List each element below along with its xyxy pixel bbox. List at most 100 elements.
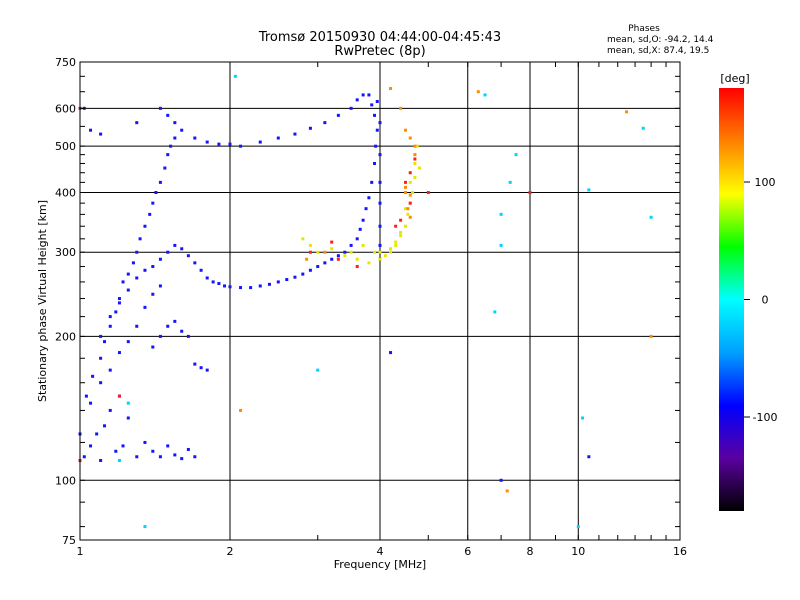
data-point (138, 237, 142, 241)
data-point (308, 250, 312, 254)
data-point (205, 276, 209, 280)
data-point (117, 351, 121, 355)
x-tick-label: 2 (227, 545, 234, 558)
data-point (364, 207, 368, 211)
data-point (239, 144, 243, 148)
data-point (406, 207, 410, 211)
data-point (358, 227, 362, 231)
data-point (99, 381, 103, 385)
colorbar-tick-label: -100 (753, 411, 778, 424)
data-point (223, 284, 227, 288)
data-point (103, 424, 107, 428)
data-point (378, 180, 382, 184)
y-tick-label: 300 (55, 246, 76, 259)
data-point (108, 368, 112, 372)
data-point (301, 272, 305, 276)
data-point (378, 224, 382, 228)
data-point (82, 455, 86, 459)
data-point (158, 106, 162, 110)
data-points (78, 74, 653, 529)
data-point (217, 142, 221, 146)
data-point (343, 254, 347, 258)
data-point (370, 103, 374, 107)
data-point (323, 261, 327, 265)
data-point (143, 268, 147, 272)
data-point (373, 161, 377, 165)
chart-subtitle: RwPretec (8p) (334, 44, 425, 59)
data-point (151, 449, 155, 453)
data-point (99, 356, 103, 360)
data-point (117, 301, 121, 305)
data-point (276, 136, 280, 140)
data-point (180, 247, 184, 251)
data-point (193, 362, 197, 366)
data-point (95, 432, 99, 436)
data-point (211, 280, 215, 284)
data-point (180, 329, 184, 333)
data-point (151, 201, 155, 205)
data-point (99, 334, 103, 338)
data-point (99, 132, 103, 136)
data-point (249, 286, 253, 290)
data-point (367, 261, 371, 265)
y-tick-label: 750 (55, 56, 76, 69)
data-point (355, 257, 359, 261)
data-point (330, 240, 334, 244)
data-point (374, 144, 378, 148)
data-point (408, 215, 412, 219)
data-point (399, 230, 403, 234)
data-point (205, 140, 209, 144)
data-point (408, 171, 412, 175)
data-point (389, 351, 393, 355)
data-point (399, 234, 403, 238)
y-axis-label: Stationary phase Virtual Height [km] (36, 200, 49, 402)
y-tick-label: 75 (62, 534, 76, 547)
data-point (587, 188, 591, 192)
data-point (180, 128, 184, 132)
x-tick-label: 10 (571, 545, 585, 558)
data-point (158, 257, 162, 261)
data-point (394, 240, 398, 244)
data-point (186, 254, 190, 258)
data-point (383, 254, 387, 258)
data-point (415, 144, 419, 148)
data-point (308, 268, 312, 272)
data-point (205, 368, 209, 372)
data-point (166, 153, 170, 157)
data-point (186, 447, 190, 451)
data-point (114, 310, 118, 314)
x-tick-label: 8 (527, 545, 534, 558)
y-tick-label: 600 (55, 102, 76, 115)
data-point (305, 257, 309, 261)
data-point (399, 106, 403, 110)
data-point (375, 128, 379, 132)
data-point (267, 282, 271, 286)
data-point (135, 276, 139, 280)
data-point (148, 212, 152, 216)
data-point (375, 100, 379, 104)
data-point (373, 250, 377, 254)
data-point (239, 408, 243, 412)
data-point (135, 455, 139, 459)
x-tick-label: 6 (464, 545, 471, 558)
data-point (408, 193, 412, 197)
data-point (135, 324, 139, 328)
data-point (143, 305, 147, 309)
data-point (403, 128, 407, 132)
data-point (233, 74, 237, 78)
data-point (361, 243, 365, 247)
data-point (103, 340, 107, 344)
data-point (649, 334, 653, 338)
data-point (576, 525, 580, 529)
axis-ticks: 1 2 4 6 8 10 16 75 100 200 300 400 500 600 750 (55, 56, 687, 558)
data-point (99, 458, 103, 462)
chart-title: Tromsø 20150930 04:44:00-04:45:43 (258, 30, 501, 45)
data-point (413, 175, 417, 179)
data-point (389, 87, 393, 91)
data-point (126, 416, 130, 420)
data-point (316, 368, 320, 372)
data-point (180, 457, 184, 461)
data-point (408, 136, 412, 140)
data-point (228, 142, 232, 146)
